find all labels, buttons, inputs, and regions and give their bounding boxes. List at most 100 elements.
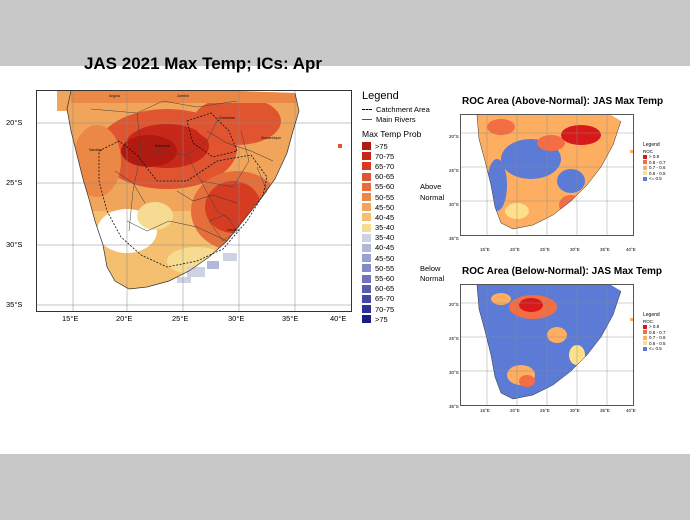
legend-item: 70-75 [362,304,452,314]
legend-item: 65-70 [362,161,452,171]
roc-legend-item: <= 0.5 [643,176,671,182]
roc-above-title: ROC Area (Above-Normal): JAS Max Temp [462,96,664,107]
legend-item: 65-70 [362,294,452,304]
legend-item-label: 45-50 [375,253,395,263]
legend-item: 70-75 [362,151,452,161]
legend-item-label: >75 [375,141,388,151]
roc-legend-swatch [643,165,647,170]
lon-label-40: 40°E [330,314,347,323]
legend-item: 55-60 Normal [362,273,452,283]
roc-below-lat-30: 30°S [449,370,459,375]
solid-line-icon [362,118,372,120]
legend-swatch [362,315,371,324]
roc-above-lon-40: 40°E [626,247,636,252]
roc-below-lat-20: 20°S [449,302,459,307]
roc-below-lon-35: 35°E [600,408,610,413]
roc-below-title: ROC Area (Below-Normal): JAS Max Temp [462,266,663,277]
roc-legend-item-label: <= 0.5 [649,346,662,352]
legend-item: >75 [362,314,452,324]
roc-below-legend: Legend ROC > 0.8 0.8 - 0.7 0.7 - 0.6 0.6 - 0.… [643,312,671,352]
place-label-lesotho: Lesotho [227,228,240,232]
roc-above-lat-20: 20°S [449,134,459,139]
roc-legend-item-label: > 0.8 [649,154,660,160]
legend-item-label: 35-40 [375,223,395,233]
roc-legend-subtitle: ROC [643,319,653,324]
roc-above-lon-35: 35°E [600,247,610,252]
roc-below-offshore-cell [630,318,633,321]
roc-legend-item-label: 0.6 - 0.5 [649,170,666,176]
legend-swatch [362,142,371,151]
legend-item-label: 40-45 [375,212,395,222]
lat-label-30: 30°S [6,240,23,249]
legend-swatch [362,305,371,314]
legend-item-label: >75 [375,314,388,324]
main-temperature-map[interactable]: Angola Zambia Zimbabwe Namibia Botswana … [36,90,352,312]
roc-below-lon-40: 40°E [626,408,636,413]
place-label-zambia: Zambia [177,94,189,98]
roc-legend-item-label: 0.8 - 0.7 [649,329,666,335]
roc-legend-swatch [643,154,647,159]
legend-item-label: 40-45 [375,243,395,253]
roc-legend-subtitle: ROC [643,149,653,154]
roc-legend-item: > 0.8 [643,324,671,330]
legend-item: 35-40 [362,223,452,233]
roc-legend-item: > 0.8 [643,154,671,160]
lat-label-20: 20°S [6,118,23,127]
lon-label-15: 15°E [62,314,79,323]
roc-above-lat-30: 30°S [449,202,459,207]
roc-below-lat-25: 25°S [449,336,459,341]
lat-label-35: 35°S [6,300,23,309]
lon-label-35: 35°E [282,314,299,323]
legend-swatch [362,243,371,252]
legend-rivers: Main Rivers [362,114,452,124]
roc-below-lon-20: 20°E [510,408,520,413]
roc-above-offshore-cell [630,150,633,153]
roc-above-lat-35: 35°S [449,236,459,241]
legend-swatch [362,213,371,222]
legend-item-label: 35-40 [375,233,395,243]
roc-legend-item-label: 0.6 - 0.5 [649,340,666,346]
legend-item: 40-45 [362,243,452,253]
legend-item: 50-55 Normal [362,192,452,202]
roc-legend-item-label: 0.7 - 0.6 [649,165,666,171]
roc-legend-swatch [643,346,647,351]
legend-item-label: 65-70 [375,294,395,304]
legend-item-label: 60-65 [375,284,395,294]
roc-legend-item-label: <= 0.5 [649,176,662,182]
legend-swatch [362,264,371,273]
legend-item-label: 60-65 [375,172,395,182]
legend-item: 50-55 Below [362,263,452,273]
roc-below-lon-30: 30°E [570,408,580,413]
roc-above-map[interactable] [460,114,634,236]
legend-item-label: 55-60 [375,182,395,192]
roc-below-lon-25: 25°E [540,408,550,413]
roc-below-map[interactable] [460,284,634,406]
roc-legend-item-label: 0.7 - 0.6 [649,335,666,341]
dashed-line-icon [362,108,372,110]
place-label-botswana: Botswana [155,144,170,148]
legend-item-label: 70-75 [375,304,395,314]
legend-swatch [362,254,371,263]
lon-label-30: 30°E [228,314,245,323]
legend-item-label: 45-50 [375,202,395,212]
legend-title: Legend [362,90,399,102]
place-label-mozambique: Mozambique [261,136,281,140]
roc-legend-title: Legend [643,312,660,318]
roc-legend-item: <= 0.5 [643,346,671,352]
roc-legend-swatch [643,160,647,165]
roc-above-lon-20: 20°E [510,247,520,252]
roc-legend-swatch [643,335,647,340]
legend-item: 45-50 [362,202,452,212]
legend-swatch [362,162,371,171]
roc-legend-item: 0.7 - 0.6 [643,335,671,341]
legend-item-label: 65-70 [375,161,395,171]
place-label-zimbabwe: Zimbabwe [219,116,235,120]
roc-legend-swatch [643,330,647,335]
legend-item-label: 50-55 [375,263,395,273]
place-label-angola: Angola [109,94,120,98]
roc-below-lat-35: 35°S [449,404,459,409]
roc-legend-swatch [643,341,647,346]
legend-below-label: Below [420,263,441,273]
legend-item: 45-50 [362,253,452,263]
main-map-legend: Legend Catchment Area Main Rivers Max Te… [362,90,452,324]
